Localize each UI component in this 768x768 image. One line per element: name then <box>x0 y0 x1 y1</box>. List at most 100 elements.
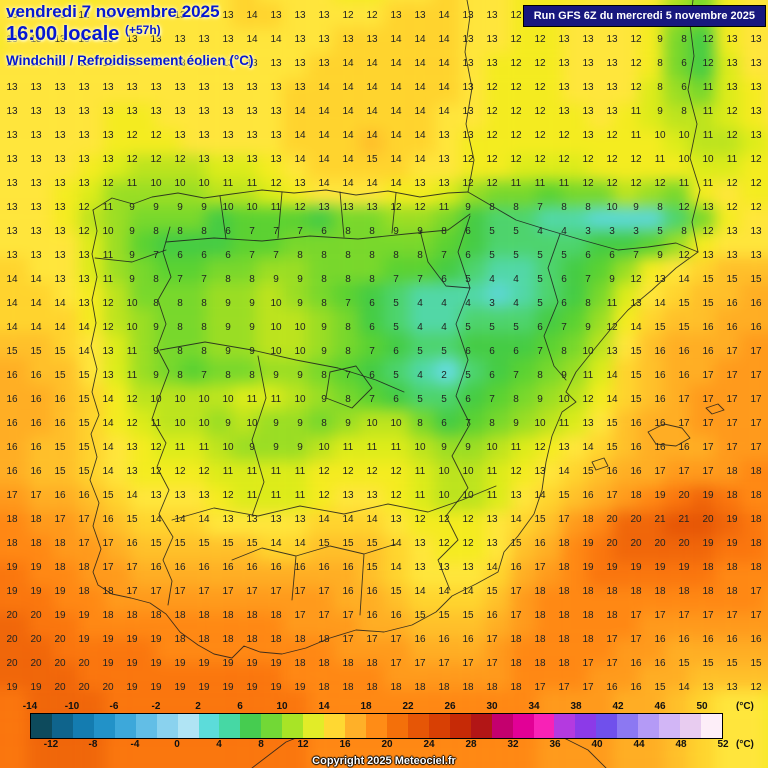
color-cell <box>562 485 588 512</box>
grid-value: 13 <box>486 58 498 69</box>
colorbar: -14 -10 -6 -2 2 6 10 14 18 22 26 30 34 38 42 46 50 (°C) -… <box>23 701 768 751</box>
color-cell <box>485 307 512 334</box>
color-cell <box>689 740 715 766</box>
grid-value: 14 <box>102 394 114 405</box>
color-cell <box>2 562 28 588</box>
color-cell <box>587 663 613 690</box>
color-cell <box>612 256 639 283</box>
color-cell <box>78 231 105 257</box>
grid-value: 12 <box>510 34 522 45</box>
color-cell <box>0 612 3 639</box>
grid-value: 17 <box>438 658 450 669</box>
grid-value: 20 <box>30 610 42 621</box>
grid-value: 20 <box>54 658 66 669</box>
color-cell <box>409 0 435 3</box>
color-cell <box>129 2 156 28</box>
grid-value: 13 <box>462 34 474 45</box>
colorbar-segment <box>324 714 346 738</box>
grid-value: 7 <box>633 250 639 261</box>
colorbar-segment <box>659 714 681 738</box>
grid-value: 10 <box>174 418 186 429</box>
color-cell <box>740 282 766 308</box>
grid-value: 13 <box>102 130 114 141</box>
grid-value: 4 <box>441 298 447 309</box>
color-cell <box>0 256 3 283</box>
color-cell <box>78 358 105 384</box>
grid-value: 13 <box>390 10 402 21</box>
forecast-offset-label: (+57h) <box>124 23 161 37</box>
grid-value: 9 <box>417 226 423 237</box>
color-cell <box>511 384 537 410</box>
color-cell <box>180 155 206 181</box>
grid-value: 16 <box>678 634 690 645</box>
color-cell <box>129 282 156 308</box>
color-cell <box>27 689 54 715</box>
border-andalucia-internal <box>231 543 397 616</box>
grid-value: 9 <box>465 442 471 453</box>
color-cell <box>104 155 130 181</box>
grid-value: 13 <box>414 538 426 549</box>
color-cell <box>78 256 105 283</box>
color-cell <box>307 460 334 486</box>
grid-value: 15 <box>78 442 90 453</box>
grid-value: 15 <box>54 346 66 357</box>
grid-value: 13 <box>78 82 90 93</box>
grid-value: 9 <box>657 34 663 45</box>
grid-value: 13 <box>30 178 42 189</box>
colorbar-segment <box>533 714 555 738</box>
grid-value: 12 <box>606 130 618 141</box>
grid-value: 13 <box>294 58 306 69</box>
color-cell <box>282 409 308 435</box>
grid-value: 7 <box>345 370 351 381</box>
grid-value: 13 <box>294 10 306 21</box>
color-cell <box>460 104 486 130</box>
grid-value: 6 <box>393 346 399 357</box>
grid-value: 18 <box>558 562 570 573</box>
grid-value: 12 <box>390 466 402 477</box>
grid-value: 13 <box>246 58 258 69</box>
color-cell <box>765 460 768 486</box>
grid-value: 18 <box>318 682 330 693</box>
grid-value: 16 <box>438 634 450 645</box>
color-cell <box>104 612 130 639</box>
grid-value: 13 <box>270 514 282 525</box>
color-cell <box>155 612 181 639</box>
grid-value: 17 <box>726 610 738 621</box>
grid-value: 7 <box>273 250 279 261</box>
grid-value: 6 <box>369 322 375 333</box>
grid-value: 14 <box>102 466 114 477</box>
color-cell <box>78 409 105 435</box>
grid-value: 10 <box>150 394 162 405</box>
color-cell <box>0 129 3 156</box>
color-cell <box>409 587 435 613</box>
grid-value: 17 <box>414 658 426 669</box>
grid-value: 12 <box>726 106 738 117</box>
color-cell <box>638 460 664 486</box>
color-cell <box>155 434 181 461</box>
color-cell <box>53 765 79 768</box>
color-cell <box>27 27 54 54</box>
color-cell <box>714 307 741 334</box>
color-cell <box>612 740 639 766</box>
color-cell <box>78 663 105 690</box>
color-cell <box>231 53 257 79</box>
color-cell <box>256 663 283 690</box>
grid-value: 17 <box>486 658 498 669</box>
color-cell <box>27 104 54 130</box>
color-cell <box>307 485 334 512</box>
color-cell <box>460 180 486 206</box>
grid-value: 17 <box>486 634 498 645</box>
grid-value: 13 <box>54 226 66 237</box>
color-cell <box>0 409 3 435</box>
grid-value: 10 <box>294 322 306 333</box>
color-cell <box>205 155 232 181</box>
coastline-france-atlantic <box>464 0 475 193</box>
grid-value: 16 <box>726 634 738 645</box>
grid-value: 13 <box>222 514 234 525</box>
grid-value: 8 <box>345 322 351 333</box>
grid-value: 10 <box>294 394 306 405</box>
color-cell <box>53 231 79 257</box>
grid-value: 16 <box>30 394 42 405</box>
grid-value: 5 <box>417 346 423 357</box>
grid-value: 12 <box>390 490 402 501</box>
